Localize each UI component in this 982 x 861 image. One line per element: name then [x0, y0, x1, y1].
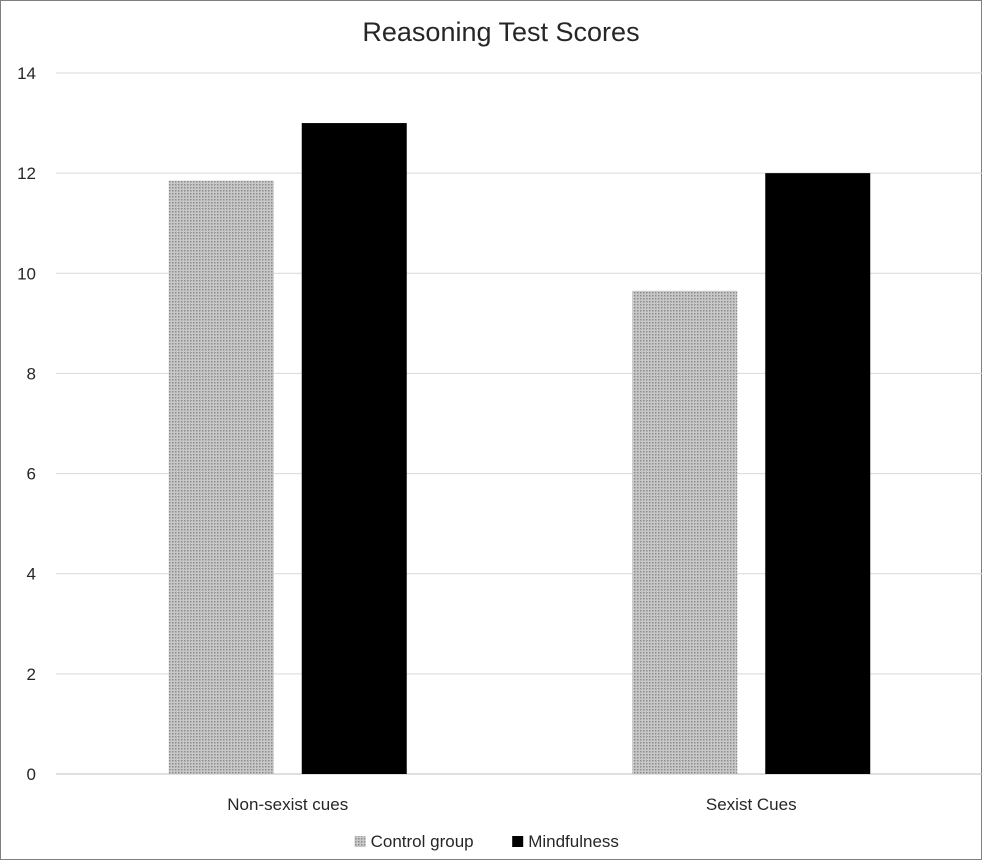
- y-tick-labels: 0 2 4 6 8 10 12 14: [17, 64, 36, 784]
- y-tick-label: 0: [27, 765, 36, 784]
- y-tick-label: 8: [27, 364, 36, 383]
- bar-control-group-1: [632, 290, 738, 774]
- bar-layer: [168, 123, 871, 775]
- category-label: Non-sexist cues: [227, 795, 348, 814]
- bar-mindfulness-0: [301, 123, 407, 775]
- bar-control-group-0: [168, 180, 274, 774]
- legend-swatch-control-group: [354, 836, 366, 847]
- legend-swatch-mindfulness: [512, 836, 524, 847]
- y-tick-label: 4: [27, 565, 36, 584]
- category-labels: Non-sexist cues Sexist Cues: [227, 795, 796, 814]
- y-tick-label: 12: [17, 164, 36, 183]
- y-tick-label: 6: [27, 465, 36, 484]
- y-tick-label: 2: [27, 665, 36, 684]
- bar-mindfulness-1: [765, 173, 871, 775]
- y-tick-label: 14: [17, 64, 36, 83]
- category-label: Sexist Cues: [706, 795, 797, 814]
- legend-label-control-group: Control group: [371, 832, 474, 851]
- legend: Control group Mindfulness: [354, 832, 619, 851]
- legend-label-mindfulness: Mindfulness: [528, 832, 619, 851]
- y-tick-label: 10: [17, 264, 36, 283]
- chart-title: Reasoning Test Scores: [362, 17, 639, 47]
